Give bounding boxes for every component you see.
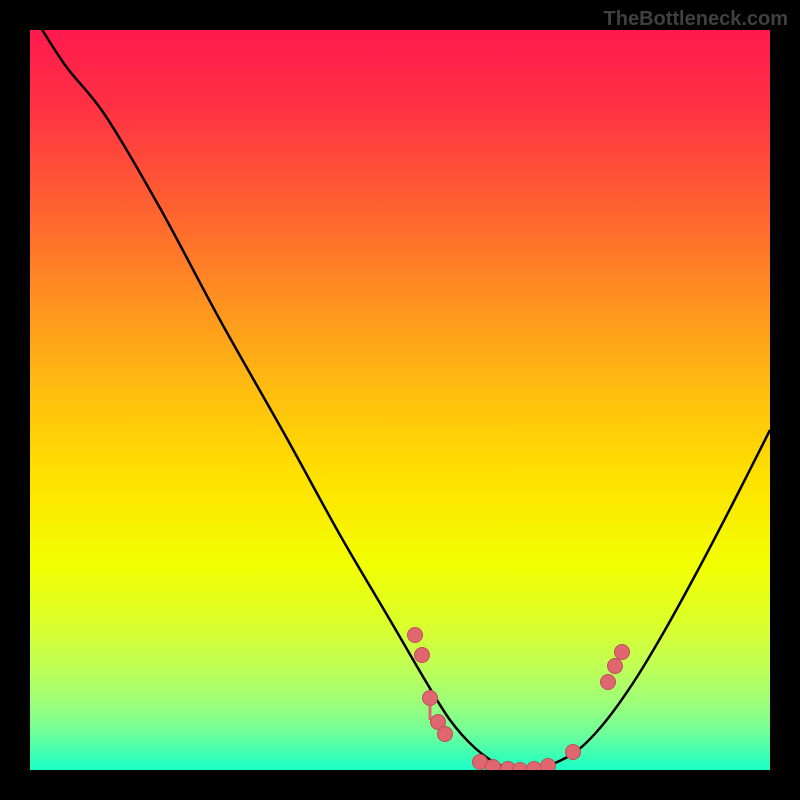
data-marker (541, 759, 556, 771)
data-marker (608, 659, 623, 674)
data-marker (438, 727, 453, 742)
data-marker (486, 760, 501, 771)
data-marker (601, 675, 616, 690)
data-marker (615, 645, 630, 660)
data-marker (513, 763, 528, 771)
data-marker (566, 745, 581, 760)
curve-layer (30, 30, 770, 770)
data-markers (408, 628, 630, 771)
watermark-text: TheBottleneck.com (604, 8, 788, 31)
bottleneck-curve (30, 30, 770, 770)
data-marker (423, 691, 438, 706)
data-marker (527, 762, 542, 771)
plot-area (30, 30, 770, 770)
data-marker (408, 628, 423, 643)
data-marker (415, 648, 430, 663)
